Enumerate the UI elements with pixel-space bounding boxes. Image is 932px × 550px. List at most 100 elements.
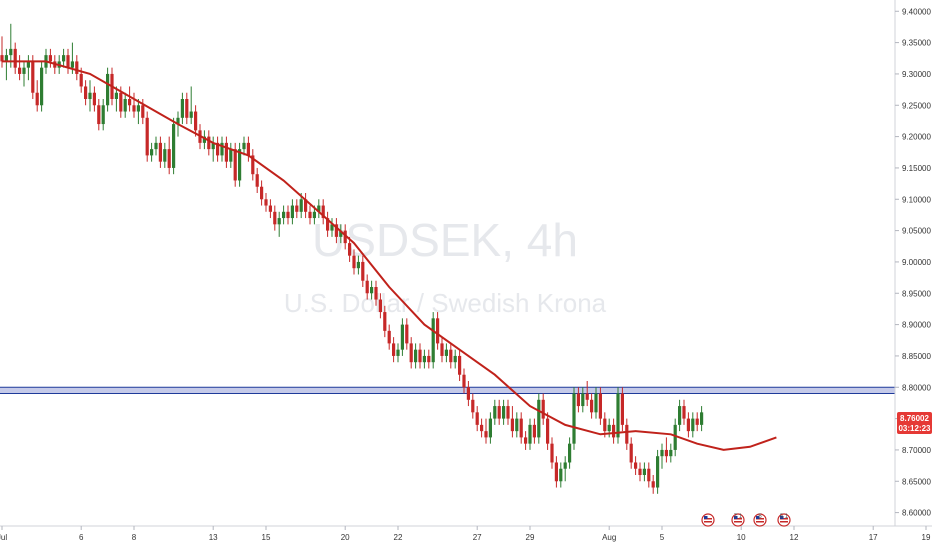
candle-body [365,280,369,294]
candle [374,280,378,306]
candle [383,305,387,338]
candle [356,255,360,275]
economic-events-row: 7 1 6 5 1 [701,513,791,527]
candle-body [524,437,528,444]
candle-body [581,393,585,407]
candle-body [207,136,211,150]
candle [409,337,413,369]
candle [35,80,39,112]
candle-body [502,406,506,419]
candle [339,224,343,244]
candle-body [343,230,347,244]
price-axis[interactable]: 9.40000 9.35000 9.30000 9.25000 9.20000 9.150… [895,7,931,518]
time-tick-label: 13 [209,533,218,542]
candle [678,399,682,432]
candle-body [559,468,563,482]
price-tick-label: 9.35000 [902,39,931,48]
candle-body [471,399,475,413]
candle-body [176,117,180,125]
candle-body [396,349,400,356]
candle [97,99,101,131]
candle [264,193,268,212]
candle-body [361,261,365,281]
candle-body [84,86,88,99]
candle-body [431,318,435,363]
candle [625,418,629,450]
candle-body [150,149,154,156]
price-tick-label: 8.65000 [902,477,931,486]
candle [686,412,690,438]
flag-stripe [734,521,742,523]
candle [550,437,554,469]
candle [422,349,426,369]
candle-body [163,149,167,162]
candle-body [378,299,382,313]
flag-stripe [780,521,788,523]
candle-body [308,211,312,219]
candle [572,387,576,450]
candle [638,462,642,482]
candle-body [145,117,149,156]
candle [440,337,444,363]
candle-body [264,199,268,206]
candle [387,324,391,350]
candle-body [348,243,352,256]
countdown-label: 03:12:23 [898,424,931,433]
candle-body [62,55,66,62]
candle-body [695,418,699,425]
candle-body [572,393,576,444]
candle [392,337,396,363]
candle [669,443,673,463]
candle-body [480,424,484,432]
candle [642,462,646,482]
flag-stripe [756,518,764,520]
candle [268,199,272,219]
candle [537,393,541,444]
price-tick-label: 9.20000 [902,133,931,142]
candle-body [242,142,246,150]
candle [546,412,550,450]
candle-body [462,374,466,388]
candle-body [629,443,633,463]
time-axis[interactable]: Jul 6 8 13 15 20 22 27 29 Aug 5 10 12 17 19 [0,526,931,542]
candle [418,343,422,369]
candle [506,399,510,425]
candle [290,199,294,225]
candle [321,199,325,225]
candle-body [537,399,541,438]
candle-body [97,105,101,125]
candle-body [634,462,638,469]
us-flag-icon: 5 1 [777,513,791,527]
candle-body [18,67,22,74]
candle [18,55,22,81]
candle [691,412,695,438]
candle-body [603,418,607,432]
candle [123,92,127,118]
candle-body [519,418,523,438]
time-tick-label: 10 [737,533,746,542]
resistance-zone [0,386,895,395]
candle-body [444,349,448,356]
candle [396,343,400,363]
candle-body [576,393,580,407]
candle [488,412,492,444]
candle [163,142,167,168]
candle [493,399,497,425]
candle-body [563,462,567,469]
candle-body [154,142,158,150]
candle-body [585,393,589,400]
candle-body [488,418,492,438]
candle [612,418,616,444]
candle-body [418,349,422,363]
candle-body [598,393,602,419]
candle [145,111,149,162]
candle [352,249,356,275]
candle-body [9,48,13,56]
candle [594,387,598,419]
candle [541,393,545,425]
candle-body [4,55,8,62]
candle [664,437,668,463]
candle [405,318,409,350]
candle-body [220,142,224,156]
